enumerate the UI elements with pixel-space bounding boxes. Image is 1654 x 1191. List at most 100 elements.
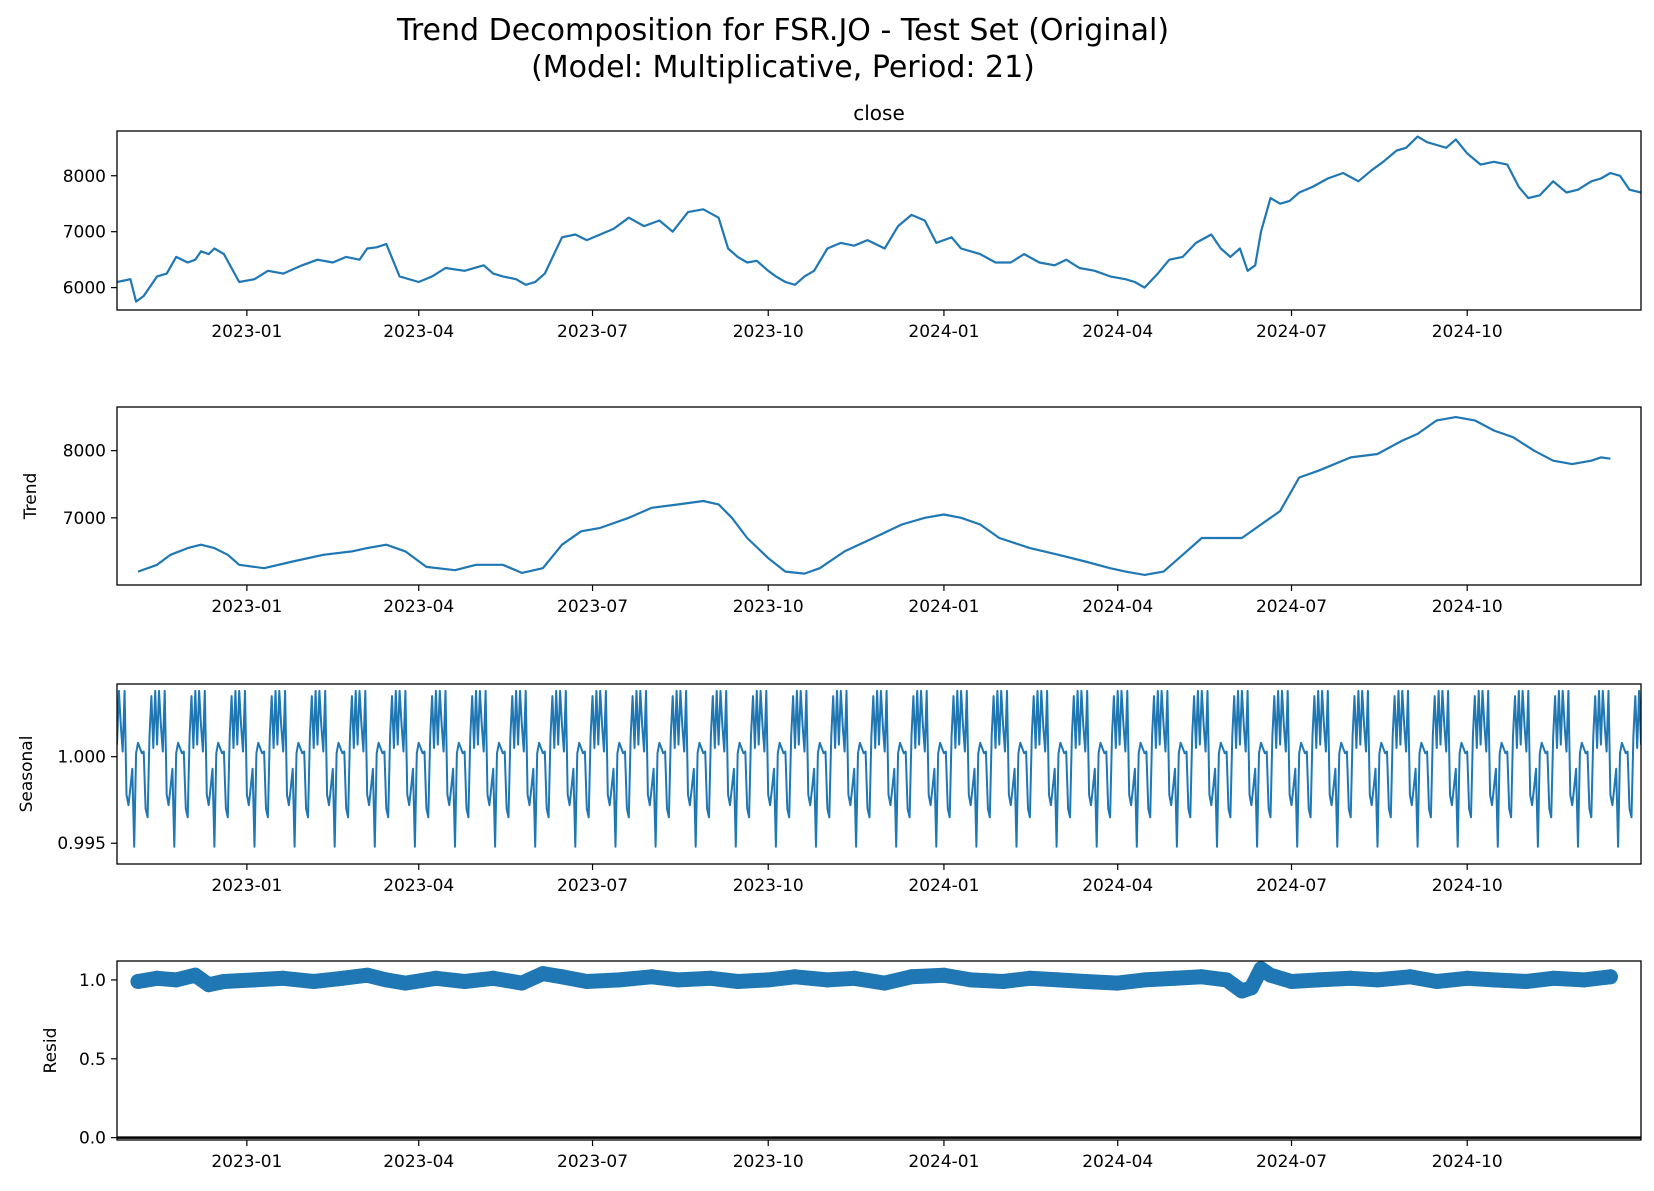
close-axes-frame [116, 130, 1642, 311]
resid-point [1022, 970, 1038, 986]
resid-point [1602, 969, 1618, 985]
resid-point [1284, 974, 1299, 989]
resid-point [247, 972, 262, 988]
resid-point [1429, 974, 1445, 989]
resid-point [1402, 969, 1418, 985]
close-x-tick-label: 2024-01 [908, 322, 979, 342]
resid-marker-band [130, 961, 1618, 999]
resid-point [936, 967, 952, 983]
trend-series-line [137, 416, 1611, 577]
resid-x-tick-label: 2023-10 [733, 1152, 804, 1172]
resid-point [1167, 970, 1183, 986]
seasonal-y-tick-label: 0.995 [57, 834, 106, 854]
resid-point [1518, 974, 1534, 989]
resid-point [457, 974, 473, 989]
resid-point [1219, 972, 1235, 988]
resid-point [1486, 972, 1502, 988]
resid-point [216, 974, 232, 989]
close-y-tick-label: 6000 [63, 279, 106, 299]
seasonal-y-tick-label: 1.000 [57, 748, 106, 768]
resid-point [1343, 970, 1359, 986]
resid-point [535, 966, 551, 982]
resid-x-tick-label: 2024-04 [1082, 1152, 1153, 1172]
figure-title-line-2: (Model: Multiplicative, Period: 21) [531, 50, 1035, 85]
close-x-tick-label: 2023-10 [733, 322, 804, 342]
resid-point [554, 969, 570, 985]
resid-point [963, 972, 979, 988]
resid-point [671, 972, 686, 988]
resid-x-tick-label: 2023-07 [557, 1152, 628, 1172]
close-x-tick-label: 2024-10 [1432, 322, 1503, 342]
resid-point [275, 970, 291, 986]
resid-point [359, 967, 375, 983]
resid-point [1051, 972, 1066, 988]
trend-y-axis-label: Trend [21, 473, 41, 521]
seasonal-series-line [117, 689, 1641, 848]
resid-point [1310, 972, 1326, 988]
resid-point [644, 969, 660, 985]
close-x-tick-label: 2023-07 [557, 322, 628, 342]
resid-point [378, 972, 394, 988]
resid-point [1576, 972, 1592, 988]
close-x-tick-label: 2023-01 [211, 322, 282, 342]
resid-axes-frame [116, 960, 1642, 1141]
close-x-tick-label: 2023-04 [383, 322, 454, 342]
resid-point [579, 974, 595, 989]
trend-axes-frame [116, 406, 1642, 586]
close-subplot: 2023-01 2023-04 2023-07 2023-10 2024-01 2024-… [63, 101, 1642, 342]
resid-point [995, 974, 1011, 989]
resid-point [1370, 972, 1385, 988]
trend-x-tick-label: 2024-01 [908, 597, 979, 617]
seasonal-x-tick-label: 2024-10 [1432, 876, 1503, 896]
resid-subplot: 2023-01 2023-04 2023-07 2023-10 2024-01 2024-… [41, 960, 1642, 1172]
resid-x-tick-label: 2024-07 [1256, 1152, 1327, 1172]
resid-point [787, 969, 803, 985]
resid-point [187, 967, 203, 983]
close-x-tick-label: 2024-04 [1082, 322, 1153, 342]
trend-x-tick-label: 2023-01 [211, 597, 282, 617]
seasonal-x-tick-label: 2024-07 [1256, 876, 1327, 896]
resid-point [130, 974, 146, 989]
resid-point [730, 974, 746, 989]
resid-point [1137, 972, 1152, 988]
trend-x-tick-label: 2023-07 [557, 597, 628, 617]
seasonal-x-tick-label: 2023-04 [383, 876, 454, 896]
seasonal-axes-frame [116, 683, 1642, 865]
seasonal-x-tick-label: 2023-01 [211, 876, 282, 896]
resid-point [1194, 969, 1210, 985]
seasonal-x-tick-label: 2024-04 [1082, 876, 1153, 896]
resid-point [428, 970, 444, 986]
resid-x-tick-label: 2024-10 [1432, 1152, 1503, 1172]
resid-x-tick-label: 2023-04 [383, 1152, 454, 1172]
close-x-tick-label: 2024-07 [1256, 322, 1327, 342]
resid-point [1263, 967, 1278, 983]
resid-point [1110, 975, 1126, 991]
seasonal-subplot: 2023-01 2023-04 2023-07 2023-10 2024-01 2024-… [17, 683, 1642, 896]
resid-point [877, 975, 893, 991]
seasonal-x-tick-label: 2023-10 [733, 876, 804, 896]
seasonal-plot-area [117, 689, 1641, 848]
trend-x-tick-label: 2024-04 [1082, 597, 1153, 617]
resid-point [149, 970, 165, 986]
resid-point [485, 970, 501, 986]
resid-point [703, 970, 719, 986]
resid-y-tick-label: 0.5 [79, 1050, 106, 1070]
close-plot-area [117, 135, 1641, 303]
resid-y-tick-label: 1.0 [79, 971, 106, 991]
trend-subplot: 2023-01 2023-04 2023-07 2023-10 2024-01 2024-… [21, 406, 1642, 617]
close-series-line [117, 135, 1641, 303]
trend-y-tick-label: 8000 [63, 442, 106, 462]
resid-point [1545, 970, 1561, 986]
resid-x-tick-label: 2023-01 [211, 1152, 282, 1172]
resid-point [904, 969, 919, 985]
resid-point [201, 977, 217, 993]
resid-y-axis-label: Resid [41, 1028, 61, 1074]
resid-point [819, 972, 835, 988]
resid-point [1243, 980, 1259, 996]
trend-x-tick-label: 2023-04 [383, 597, 454, 617]
trend-x-tick-label: 2024-07 [1256, 597, 1327, 617]
resid-point [168, 972, 184, 988]
resid-point [846, 970, 862, 986]
